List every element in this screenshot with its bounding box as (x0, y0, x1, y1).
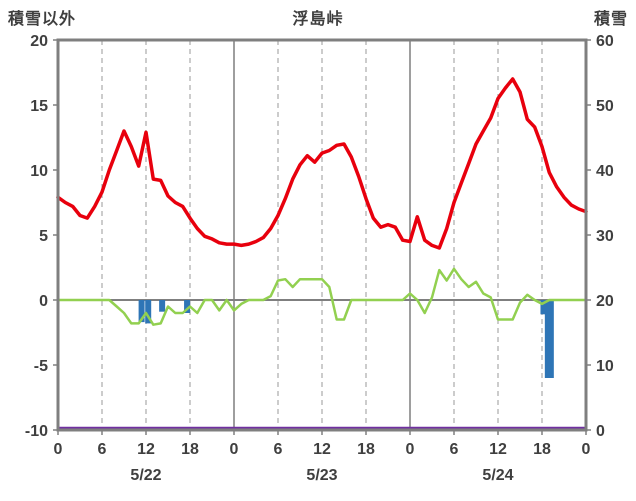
svg-text:0: 0 (54, 441, 63, 458)
svg-text:18: 18 (357, 441, 375, 458)
svg-text:0: 0 (582, 441, 591, 458)
svg-text:20: 20 (30, 33, 48, 50)
svg-text:5/24: 5/24 (482, 467, 513, 484)
svg-text:0: 0 (39, 293, 48, 310)
svg-text:15: 15 (30, 98, 48, 115)
svg-text:10: 10 (30, 163, 48, 180)
svg-text:6: 6 (450, 441, 459, 458)
svg-text:0: 0 (596, 423, 605, 440)
svg-text:6: 6 (98, 441, 107, 458)
svg-text:5/22: 5/22 (130, 467, 161, 484)
svg-text:0: 0 (230, 441, 239, 458)
svg-text:0: 0 (406, 441, 415, 458)
svg-text:6: 6 (274, 441, 283, 458)
svg-text:12: 12 (489, 441, 507, 458)
right-axis-title: 積雪 (593, 11, 628, 28)
svg-text:50: 50 (596, 98, 614, 115)
svg-text:5/23: 5/23 (306, 467, 337, 484)
svg-text:40: 40 (596, 163, 614, 180)
svg-text:5: 5 (39, 228, 48, 245)
chart-title: 浮島峠 (292, 11, 344, 28)
svg-text:12: 12 (137, 441, 155, 458)
svg-text:20: 20 (596, 293, 614, 310)
left-axis-title: 積雪以外 (8, 11, 77, 28)
svg-text:-10: -10 (25, 423, 48, 440)
svg-text:60: 60 (596, 33, 614, 50)
svg-text:10: 10 (596, 358, 614, 375)
chart-header: 積雪以外 浮島峠 積雪 (0, 5, 636, 29)
svg-text:18: 18 (181, 441, 199, 458)
svg-text:30: 30 (596, 228, 614, 245)
svg-text:18: 18 (533, 441, 551, 458)
svg-text:-5: -5 (34, 358, 48, 375)
svg-text:12: 12 (313, 441, 331, 458)
